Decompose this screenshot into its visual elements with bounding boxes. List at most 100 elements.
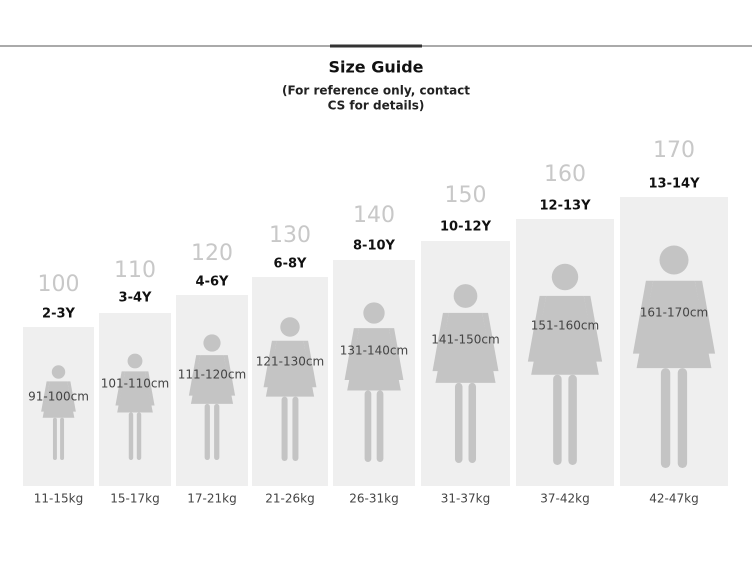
size-column: 120 4-6Y 111-120cm 17-21kg — [176, 241, 248, 506]
age-label: 8-10Y — [353, 239, 396, 254]
age-label: 10-12Y — [440, 220, 492, 235]
figure-arm — [263, 340, 277, 388]
figure-arm — [67, 381, 76, 412]
figure-leg — [553, 374, 562, 465]
figure-dress — [636, 280, 712, 369]
figure-arm — [344, 328, 360, 381]
figure — [344, 302, 404, 462]
height-label: 101-110cm — [101, 377, 169, 391]
figure-leg — [281, 396, 288, 461]
figure-arm — [482, 312, 499, 372]
figure-head — [203, 334, 221, 352]
figure-head — [453, 284, 478, 308]
height-label: 151-160cm — [531, 319, 599, 333]
size-column: 100 2-3Y 91-100cm 11-15kg — [23, 272, 94, 506]
figure-leg — [468, 382, 477, 463]
size-number: 170 — [653, 138, 695, 163]
size-column: 130 6-8Y 121-130cm 21-26kg — [252, 223, 328, 506]
figure-dress — [435, 312, 496, 383]
figure — [432, 284, 499, 463]
weight-label: 15-17kg — [110, 492, 159, 506]
figure-leg — [214, 403, 220, 460]
age-label: 12-13Y — [540, 199, 592, 214]
weight-label: 17-21kg — [187, 492, 236, 506]
figure-arm — [223, 355, 236, 396]
figure-leg — [677, 368, 688, 468]
figure — [263, 317, 317, 461]
figure-leg — [136, 412, 142, 460]
height-label: 111-120cm — [178, 368, 246, 382]
weight-label: 26-31kg — [349, 492, 398, 506]
age-label: 4-6Y — [196, 275, 229, 290]
figure-arm — [303, 340, 317, 388]
figure-dress — [347, 328, 401, 391]
title: Size Guide — [328, 58, 423, 77]
figure-head — [659, 245, 689, 275]
height-label: 91-100cm — [28, 390, 89, 404]
figure-leg — [60, 417, 65, 460]
height-label: 121-130cm — [256, 355, 324, 369]
height-label: 161-170cm — [640, 306, 708, 320]
figure-head — [127, 353, 143, 369]
figure-arm — [144, 371, 155, 406]
figure — [188, 334, 236, 460]
figure — [632, 245, 716, 468]
figure-arm — [632, 280, 654, 354]
figure-dress — [42, 381, 75, 418]
figure — [115, 353, 155, 460]
figure-arm — [583, 295, 603, 362]
age-label: 13-14Y — [649, 177, 701, 192]
figure-dress — [265, 340, 315, 397]
size-column: 160 12-13Y 151-160cm 37-42kg — [516, 162, 614, 506]
height-label: 141-150cm — [431, 333, 499, 347]
weight-label: 37-42kg — [540, 492, 589, 506]
figure-leg — [454, 382, 463, 463]
size-column: 110 3-4Y 101-110cm 15-17kg — [99, 258, 171, 506]
figure — [527, 263, 603, 465]
figure-arm — [41, 381, 50, 412]
figure-arm — [388, 328, 404, 381]
figure-head — [551, 263, 579, 291]
age-label: 3-4Y — [119, 291, 152, 306]
size-number: 120 — [191, 241, 233, 266]
size-column: 150 10-12Y 141-150cm 31-37kg — [421, 183, 510, 506]
size-number: 100 — [38, 272, 80, 297]
figure-arm — [527, 295, 547, 362]
figure-head — [363, 302, 385, 324]
size-column: 140 8-10Y 131-140cm 26-31kg — [333, 203, 415, 506]
figure-leg — [364, 390, 372, 462]
size-number: 140 — [353, 203, 395, 228]
figure-leg — [204, 403, 210, 460]
size-column: 170 13-14Y 161-170cm 42-47kg — [620, 138, 728, 506]
figure-arm — [115, 371, 126, 406]
size-number: 130 — [269, 223, 311, 248]
figure-head — [51, 365, 66, 379]
subtitle-line: CS for details) — [328, 99, 425, 113]
figure-dress — [190, 355, 234, 404]
size-number: 110 — [114, 258, 156, 283]
height-label: 131-140cm — [340, 344, 408, 358]
figure-arm — [188, 355, 201, 396]
weight-label: 21-26kg — [265, 492, 314, 506]
figure-dress — [531, 295, 599, 375]
weight-label: 31-37kg — [441, 492, 490, 506]
subtitle-line: (For reference only, contact — [282, 84, 470, 98]
figure-leg — [128, 412, 134, 460]
figure-dress — [117, 371, 153, 413]
age-label: 6-8Y — [274, 257, 307, 272]
figure-leg — [660, 368, 671, 468]
figure-leg — [376, 390, 384, 462]
figure-head — [280, 317, 300, 337]
figure-arm — [432, 312, 449, 372]
size-number: 150 — [445, 183, 487, 208]
figure-arm — [694, 280, 716, 354]
weight-label: 42-47kg — [649, 492, 698, 506]
figure — [41, 365, 76, 460]
figure-leg — [52, 417, 57, 460]
figure-leg — [292, 396, 299, 461]
weight-label: 11-15kg — [34, 492, 83, 506]
figure-leg — [568, 374, 577, 465]
size-number: 160 — [544, 162, 586, 187]
age-label: 2-3Y — [42, 307, 75, 322]
